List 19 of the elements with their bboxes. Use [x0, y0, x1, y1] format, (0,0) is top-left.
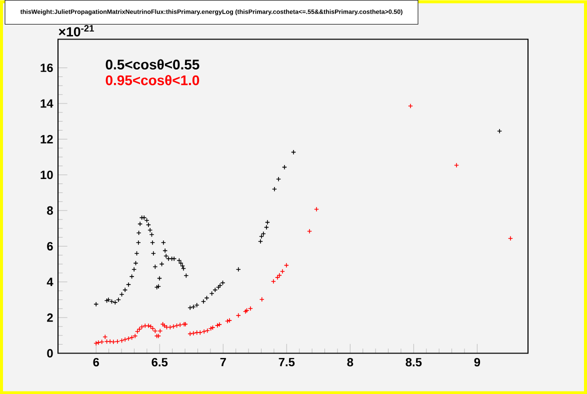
x-tick-label: 8.5	[406, 358, 422, 366]
y-tick-label: 0	[47, 348, 53, 358]
x-tick-label: 6	[93, 358, 99, 366]
y-tick-label: 16	[40, 63, 53, 72]
y-tick-label: 10	[40, 170, 53, 179]
x-tick-label: 9	[474, 358, 480, 366]
text: 0.95<cosθ<1.0	[106, 74, 200, 86]
y-tick-label: 14	[40, 99, 54, 108]
y-tick-label: 4	[46, 278, 54, 286]
x-tick-label: 7.5	[278, 358, 295, 366]
x-tick-label: 6.5	[152, 358, 168, 366]
text: ×10$^{-21}$	[58, 24, 94, 36]
x-tick-label: 7	[220, 358, 226, 366]
y-tick-label: 12	[40, 134, 53, 144]
y-tick-label: 6	[47, 242, 53, 250]
y-tick-label: 8	[47, 206, 53, 215]
x-tick-label: 8	[347, 358, 354, 366]
text: 0.5<cosθ<0.55	[106, 59, 200, 70]
y-tick-label: 2	[47, 313, 53, 322]
